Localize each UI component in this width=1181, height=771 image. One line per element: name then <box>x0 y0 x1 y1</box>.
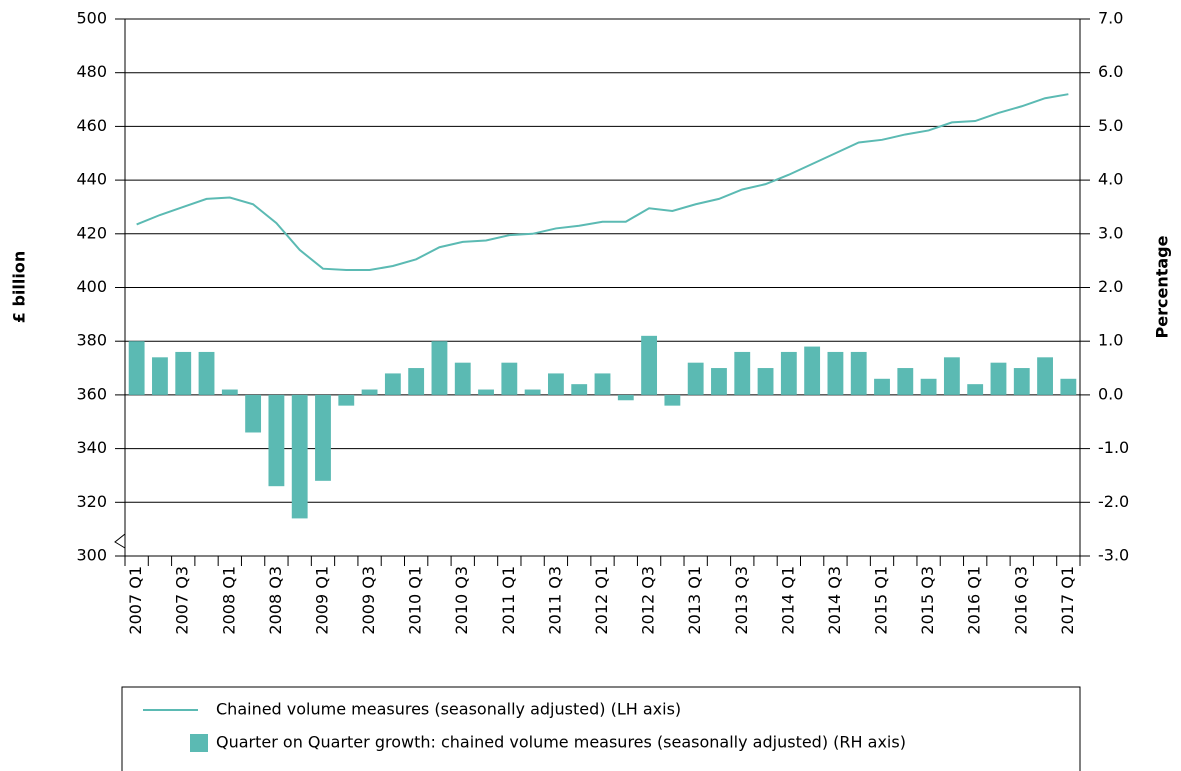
bar <box>990 362 1007 395</box>
x-tick-label: 2007 Q1 <box>126 566 145 635</box>
x-tick-label: 2010 Q3 <box>452 566 471 635</box>
y-tick-label: 420 <box>76 223 107 242</box>
bar <box>524 389 541 395</box>
bar <box>664 394 681 406</box>
bar <box>827 351 844 395</box>
bar <box>943 357 960 395</box>
bar <box>687 362 704 395</box>
bar <box>547 373 564 395</box>
y-tick-label: 480 <box>76 62 107 81</box>
bar <box>874 378 890 395</box>
y-tick-label: 440 <box>76 170 107 189</box>
y2-tick-label: 5.0 <box>1098 116 1123 135</box>
bar <box>594 373 611 395</box>
bar <box>757 368 774 395</box>
bar <box>291 394 308 519</box>
x-tick-label: 2014 Q1 <box>778 566 797 635</box>
y2-tick-label: 6.0 <box>1098 62 1123 81</box>
bar <box>361 389 378 395</box>
y-tick-label: 400 <box>76 277 107 296</box>
bar <box>384 373 401 395</box>
y-tick-label: 320 <box>76 492 107 511</box>
x-tick-label: 2012 Q3 <box>639 566 658 635</box>
bar <box>221 389 238 395</box>
y2-tick-label: 7.0 <box>1098 9 1123 28</box>
bar <box>641 335 658 395</box>
bar <box>780 351 797 395</box>
y-tick-label: 500 <box>76 9 107 28</box>
x-tick-label: 2012 Q1 <box>592 566 611 635</box>
x-tick-label: 2013 Q1 <box>685 566 704 635</box>
bar <box>920 378 937 395</box>
x-tick-label: 2016 Q3 <box>1011 566 1030 635</box>
x-tick-label: 2009 Q1 <box>312 566 331 635</box>
y2-tick-label: 1.0 <box>1098 331 1123 350</box>
legend-box <box>121 686 1081 771</box>
bar <box>245 394 262 433</box>
y-tick-label: 380 <box>76 331 107 350</box>
legend-swatch <box>190 734 208 752</box>
y2-tick-label: 2.0 <box>1098 277 1123 296</box>
bar <box>804 346 821 395</box>
x-tick-label: 2017 Q1 <box>1058 566 1077 635</box>
y-tick-label: 340 <box>76 438 107 457</box>
bar <box>1060 378 1077 395</box>
bar <box>501 362 518 395</box>
bar <box>967 384 984 395</box>
bar <box>478 389 494 395</box>
bar <box>897 368 914 395</box>
bar <box>711 368 727 395</box>
y2-tick-label: -3.0 <box>1098 546 1129 565</box>
x-tick-label: 2015 Q1 <box>872 566 891 635</box>
y-tick-label: 460 <box>76 116 107 135</box>
bar <box>338 394 355 406</box>
axis-break <box>114 533 126 549</box>
bar <box>850 351 867 395</box>
x-tick-label: 2008 Q1 <box>219 566 238 635</box>
bar <box>1013 368 1030 395</box>
legend-label: Chained volume measures (seasonally adju… <box>216 700 681 719</box>
y2-tick-label: 3.0 <box>1098 223 1123 242</box>
bar <box>175 351 192 395</box>
x-tick-label: 2014 Q3 <box>825 566 844 635</box>
y2-axis-title: Percentage <box>1153 235 1172 338</box>
y2-tick-label: 4.0 <box>1098 170 1123 189</box>
line-series <box>136 93 1069 272</box>
x-tick-label: 2010 Q1 <box>406 566 425 635</box>
x-tick-label: 2015 Q3 <box>918 566 937 635</box>
bar <box>128 341 145 395</box>
x-tick-label: 2013 Q3 <box>732 566 751 635</box>
bar <box>571 384 588 395</box>
y2-tick-label: -1.0 <box>1098 438 1129 457</box>
bar <box>431 341 448 395</box>
x-tick-label: 2008 Q3 <box>266 566 285 635</box>
bar <box>268 394 285 487</box>
y2-tick-label: -2.0 <box>1098 492 1129 511</box>
y2-tick-label: 0.0 <box>1098 384 1123 403</box>
bar <box>408 368 425 395</box>
y-tick-label: 360 <box>76 384 107 403</box>
x-tick-label: 2016 Q1 <box>965 566 984 635</box>
x-tick-label: 2007 Q3 <box>173 566 192 635</box>
bar <box>734 351 751 395</box>
y-tick-label: 300 <box>76 546 107 565</box>
bar <box>454 362 471 395</box>
bar <box>315 394 331 481</box>
legend-label: Quarter on Quarter growth: chained volum… <box>216 733 906 752</box>
bar <box>152 357 168 395</box>
bar <box>198 351 215 395</box>
bar <box>617 394 634 401</box>
x-tick-label: 2009 Q3 <box>359 566 378 635</box>
y-axis-title: £ billion <box>10 251 29 323</box>
x-tick-label: 2011 Q1 <box>499 566 518 635</box>
x-tick-label: 2011 Q3 <box>545 566 564 635</box>
bar <box>1037 357 1053 395</box>
